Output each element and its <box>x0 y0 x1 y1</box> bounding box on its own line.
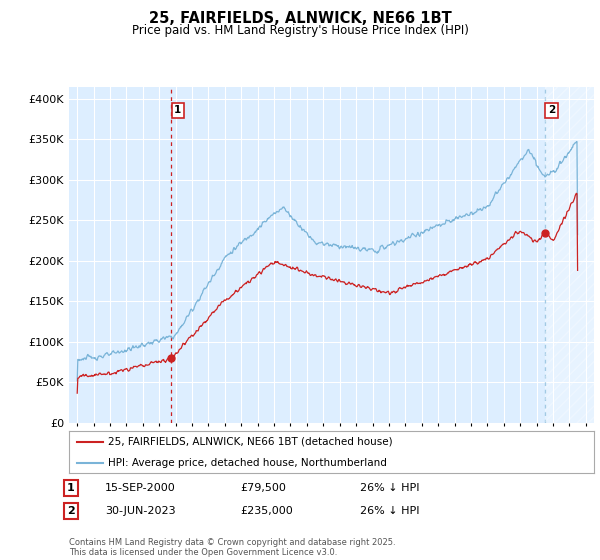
Text: 30-JUN-2023: 30-JUN-2023 <box>105 506 176 516</box>
Text: 1: 1 <box>174 105 181 115</box>
Text: 26% ↓ HPI: 26% ↓ HPI <box>360 483 419 493</box>
Text: 15-SEP-2000: 15-SEP-2000 <box>105 483 176 493</box>
Text: 25, FAIRFIELDS, ALNWICK, NE66 1BT: 25, FAIRFIELDS, ALNWICK, NE66 1BT <box>149 11 451 26</box>
Text: £235,000: £235,000 <box>240 506 293 516</box>
Text: 1: 1 <box>67 483 74 493</box>
Text: HPI: Average price, detached house, Northumberland: HPI: Average price, detached house, Nort… <box>109 458 387 468</box>
Text: 26% ↓ HPI: 26% ↓ HPI <box>360 506 419 516</box>
Text: 25, FAIRFIELDS, ALNWICK, NE66 1BT (detached house): 25, FAIRFIELDS, ALNWICK, NE66 1BT (detac… <box>109 437 393 447</box>
Text: Price paid vs. HM Land Registry's House Price Index (HPI): Price paid vs. HM Land Registry's House … <box>131 24 469 36</box>
Text: 2: 2 <box>548 105 556 115</box>
Text: Contains HM Land Registry data © Crown copyright and database right 2025.
This d: Contains HM Land Registry data © Crown c… <box>69 538 395 557</box>
Text: 2: 2 <box>67 506 74 516</box>
Text: £79,500: £79,500 <box>240 483 286 493</box>
